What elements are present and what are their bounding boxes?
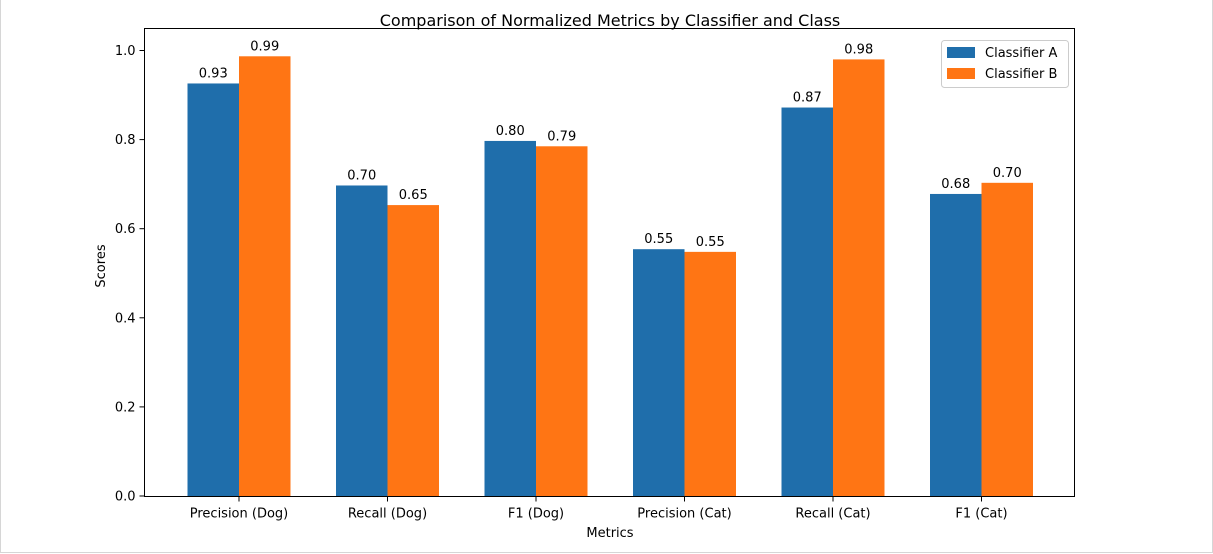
legend: Classifier A Classifier B [941,40,1069,88]
plot-area-border [144,28,1075,497]
bar-classifier-b [387,205,439,496]
x-tick-label: Precision (Dog) [190,507,289,522]
legend-label-classifier-b: Classifier B [985,67,1057,82]
bar-classifier-a [930,193,982,497]
legend-swatch-classifier-b [947,68,975,79]
x-tick-label: Precision (Cat) [637,507,731,522]
data-label-classifier-a: 0.93 [199,66,228,81]
data-label-classifier-a: 0.68 [941,177,970,192]
bar-classifier-b [536,146,588,496]
data-labels-layer: 0.93 0.70 0.80 0.55 0.87 0.68 0.99 0.65 0.79 0.55… [199,39,1022,250]
data-label-classifier-a: 0.70 [347,168,376,183]
data-label-classifier-b: 0.70 [993,166,1022,181]
x-tick-label: Recall (Cat) [795,507,870,522]
y-tick-label: 0.4 [115,311,136,326]
x-axis-label: Metrics [586,526,633,541]
data-label-classifier-b: 0.98 [844,42,873,57]
data-label-classifier-b: 0.65 [399,188,428,203]
bar-classifier-a [187,83,239,496]
x-tick-label: Recall (Dog) [348,507,427,522]
bar-classifier-a [633,249,685,496]
data-label-classifier-a: 0.87 [793,91,822,106]
data-label-classifier-a: 0.55 [644,232,673,247]
y-axis-label: Scores [94,244,109,287]
data-label-classifier-a: 0.80 [496,124,525,139]
y-tick-label: 1.0 [115,44,136,59]
y-axis: 0.0 0.2 0.4 0.6 0.8 1.0 [115,44,145,505]
data-label-classifier-b: 0.55 [696,235,725,250]
y-tick-label: 0.0 [115,490,136,505]
y-tick-label: 0.2 [115,400,136,415]
bar-classifier-b [981,182,1033,496]
chart-title: Comparison of Normalized Metrics by Clas… [380,11,841,30]
legend-swatch-classifier-a [947,47,975,58]
data-label-classifier-b: 0.99 [250,39,279,54]
data-label-classifier-b: 0.79 [547,129,576,144]
bar-classifier-a [484,140,536,496]
bar-classifier-a [336,185,388,496]
x-axis: Precision (Dog) Recall (Dog) F1 (Dog) Preci… [190,496,1008,522]
y-tick-label: 0.8 [115,133,136,148]
bars-layer [187,56,1033,497]
bar-classifier-a [781,107,833,497]
legend-label-classifier-a: Classifier A [985,46,1057,61]
y-tick-label: 0.6 [115,222,136,237]
x-tick-label: F1 (Cat) [955,507,1007,522]
bar-classifier-b [684,251,736,496]
bar-classifier-b [833,59,885,496]
x-tick-label: F1 (Dog) [508,507,564,522]
bar-classifier-b [239,56,291,496]
